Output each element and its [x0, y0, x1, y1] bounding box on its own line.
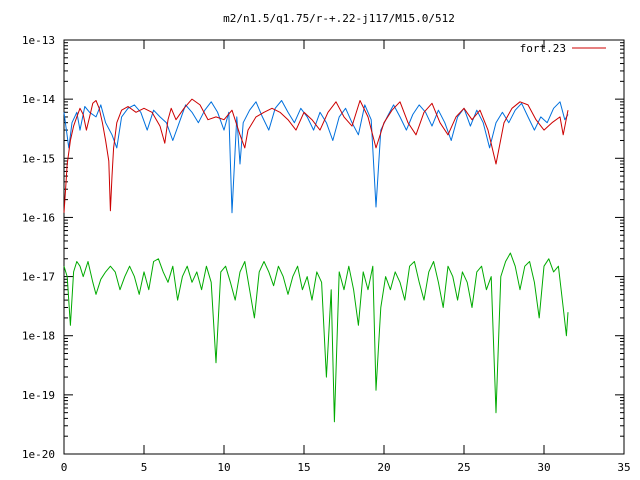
x-tick-label: 0	[61, 461, 68, 474]
x-tick-label: 10	[217, 461, 230, 474]
y-tick-label: 1e-18	[22, 330, 55, 343]
x-axis: 0 5 10 15 20 25 30 35	[61, 40, 631, 474]
chart-title: m2/n1.5/q1.75/r-+.22-j117/M15.0/512	[223, 12, 455, 25]
y-tick-label: 1e-15	[22, 152, 55, 165]
x-tick-label: 5	[141, 461, 148, 474]
y-tick-label: 1e-20	[22, 448, 55, 461]
x-tick-label: 25	[457, 461, 470, 474]
series-line-2	[63, 252, 569, 423]
x-tick-label: 30	[537, 461, 550, 474]
x-tick-label: 15	[297, 461, 310, 474]
x-tick-label: 20	[377, 461, 390, 474]
y-tick-label: 1e-13	[22, 34, 55, 47]
legend-label: fort.23	[520, 42, 566, 55]
x-tick-label: 35	[617, 461, 630, 474]
series-layer	[63, 98, 569, 423]
y-tick-label: 1e-17	[22, 271, 55, 284]
y-axis: 1e-20 1e-19 1e-18 1e-17 1e-16 1e-15 1e-14 1e-13	[22, 34, 624, 461]
plot-frame	[63, 39, 625, 455]
y-tick-label: 1e-14	[22, 93, 55, 106]
y-tick-label: 1e-16	[22, 211, 55, 224]
series-line-0	[63, 98, 569, 213]
series-line-1	[63, 100, 569, 214]
legend: fort.23	[520, 42, 606, 55]
y-tick-label: 1e-19	[22, 389, 55, 402]
